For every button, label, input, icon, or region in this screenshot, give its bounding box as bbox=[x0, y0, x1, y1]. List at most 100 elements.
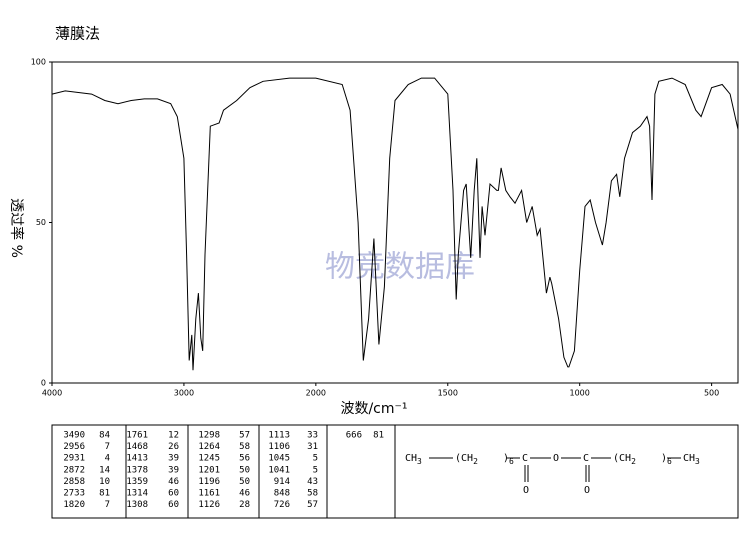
formula-subscript: 3 bbox=[417, 457, 422, 466]
peak-transmittance: 46 bbox=[168, 477, 179, 487]
peak-transmittance: 7 bbox=[105, 500, 110, 510]
formula-text: C bbox=[583, 453, 589, 464]
peak-wavenumber: 1820 bbox=[63, 500, 85, 510]
formula-subscript: 3 bbox=[695, 457, 700, 466]
formula-group: C bbox=[522, 453, 528, 464]
peak-transmittance: 60 bbox=[168, 500, 179, 510]
peak-transmittance: 46 bbox=[239, 489, 250, 499]
peak-wavenumber: 1413 bbox=[126, 454, 148, 464]
peak-transmittance: 12 bbox=[168, 431, 179, 441]
peak-wavenumber: 726 bbox=[274, 500, 290, 510]
peak-transmittance: 33 bbox=[307, 431, 318, 441]
formula-subscript: 6 bbox=[667, 457, 672, 466]
peak-wavenumber: 1126 bbox=[198, 500, 220, 510]
formula-group: )6 bbox=[503, 453, 514, 466]
peak-transmittance: 58 bbox=[239, 442, 250, 452]
x-tick-label: 500 bbox=[704, 389, 719, 398]
peak-wavenumber: 1298 bbox=[198, 431, 220, 441]
formula-subscript: 2 bbox=[631, 457, 636, 466]
peak-transmittance: 57 bbox=[239, 431, 250, 441]
peak-transmittance: 84 bbox=[99, 431, 110, 441]
peak-transmittance: 5 bbox=[313, 454, 318, 464]
peak-wavenumber: 1761 bbox=[126, 431, 148, 441]
plot-frame bbox=[51, 61, 739, 384]
peak-transmittance: 39 bbox=[168, 465, 179, 475]
peak-wavenumber: 1468 bbox=[126, 442, 148, 452]
x-tick-label: 2000 bbox=[306, 389, 326, 398]
peak-transmittance: 10 bbox=[99, 477, 110, 487]
peak-transmittance: 50 bbox=[239, 477, 250, 487]
peak-wavenumber: 2956 bbox=[63, 442, 85, 452]
peak-transmittance: 28 bbox=[239, 500, 250, 510]
x-tick-label: 4000 bbox=[42, 389, 62, 398]
x-tick-label: 3000 bbox=[174, 389, 194, 398]
peak-transmittance: 4 bbox=[105, 454, 110, 464]
chart-title: 薄膜法 bbox=[55, 25, 100, 43]
x-axis-label: 波数/cm⁻¹ bbox=[340, 401, 407, 417]
peak-wavenumber: 1113 bbox=[268, 431, 290, 441]
formula-group: )6 bbox=[661, 453, 672, 466]
table-dividers bbox=[125, 425, 396, 518]
peak-transmittance: 50 bbox=[239, 465, 250, 475]
peak-transmittance: 5 bbox=[313, 465, 318, 475]
formula-text: O bbox=[553, 453, 559, 464]
formula-group: (CH2 bbox=[455, 453, 478, 466]
peak-transmittance: 57 bbox=[307, 500, 318, 510]
peak-wavenumber: 666 bbox=[346, 431, 362, 441]
peak-wavenumber: 1106 bbox=[268, 442, 290, 452]
peak-wavenumber: 2872 bbox=[63, 465, 85, 475]
watermark: 物竞数据库 bbox=[325, 250, 475, 285]
formula-text: C bbox=[522, 453, 528, 464]
peak-transmittance: 43 bbox=[307, 477, 318, 487]
spectrum-line bbox=[51, 77, 739, 371]
x-tick-label: 1500 bbox=[438, 389, 458, 398]
peak-wavenumber: 1245 bbox=[198, 454, 220, 464]
formula-group: CH3 bbox=[405, 453, 422, 466]
formula-text: (CH bbox=[613, 453, 631, 464]
carbonyl-oxygen: O bbox=[523, 485, 529, 496]
peak-transmittance: 14 bbox=[99, 465, 110, 475]
peak-transmittance: 56 bbox=[239, 454, 250, 464]
y-axis-label: 透过率 % bbox=[8, 198, 25, 258]
formula-group: CH3 bbox=[683, 453, 700, 466]
peak-wavenumber: 1264 bbox=[198, 442, 220, 452]
formula-text: CH bbox=[405, 453, 417, 464]
peak-wavenumber: 1314 bbox=[126, 489, 148, 499]
y-tick-label: 100 bbox=[31, 58, 46, 67]
peak-transmittance: 39 bbox=[168, 454, 179, 464]
x-tick-label: 1000 bbox=[570, 389, 590, 398]
peak-transmittance: 7 bbox=[105, 442, 110, 452]
formula-text: ) bbox=[503, 453, 509, 464]
carbonyl-oxygen: O bbox=[584, 485, 590, 496]
peak-wavenumber: 914 bbox=[274, 477, 290, 487]
formula-text: (CH bbox=[455, 453, 473, 464]
formula-text: CH bbox=[683, 453, 695, 464]
peak-transmittance: 58 bbox=[307, 489, 318, 499]
peak-wavenumber: 1308 bbox=[126, 500, 148, 510]
peak-wavenumber: 848 bbox=[274, 489, 290, 499]
peak-transmittance: 26 bbox=[168, 442, 179, 452]
peak-wavenumber: 1201 bbox=[198, 465, 220, 475]
peak-wavenumber: 1041 bbox=[268, 465, 290, 475]
peak-wavenumber: 3490 bbox=[63, 431, 85, 441]
formula-subscript: 2 bbox=[473, 457, 478, 466]
peak-wavenumber: 2733 bbox=[63, 489, 85, 499]
peak-wavenumber: 1045 bbox=[268, 454, 290, 464]
peak-transmittance: 31 bbox=[307, 442, 318, 452]
peak-wavenumber: 1161 bbox=[198, 489, 220, 499]
peak-transmittance: 60 bbox=[168, 489, 179, 499]
peak-wavenumber: 1378 bbox=[126, 465, 148, 475]
formula-group: C bbox=[583, 453, 589, 464]
peak-transmittance: 81 bbox=[99, 489, 110, 499]
peak-wavenumber: 1196 bbox=[198, 477, 220, 487]
formula-group: (CH2 bbox=[613, 453, 636, 466]
formula-subscript: 6 bbox=[509, 457, 514, 466]
formula-text: ) bbox=[661, 453, 667, 464]
peak-wavenumber: 2931 bbox=[63, 454, 85, 464]
y-tick-label: 0 bbox=[41, 379, 46, 388]
peak-transmittance: 81 bbox=[373, 431, 384, 441]
formula-group: O bbox=[553, 453, 559, 464]
peak-wavenumber: 2858 bbox=[63, 477, 85, 487]
peak-wavenumber: 1359 bbox=[126, 477, 148, 487]
